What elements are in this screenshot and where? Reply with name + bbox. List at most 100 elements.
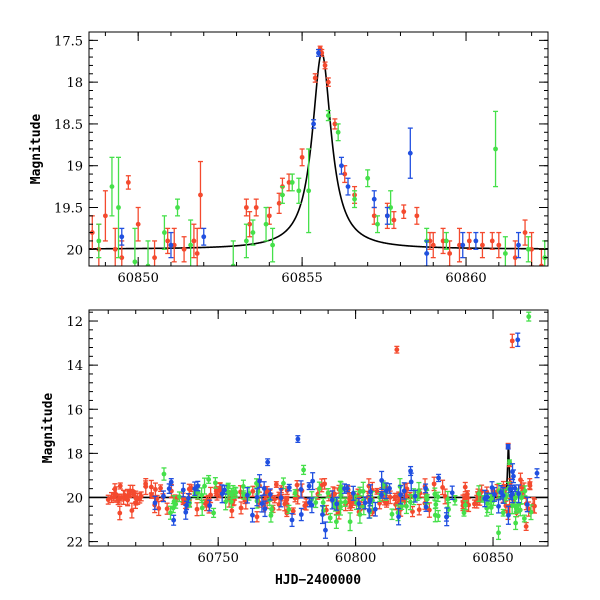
data-point-blue bbox=[509, 491, 515, 497]
data-point-green bbox=[476, 491, 482, 497]
data-point-green bbox=[320, 508, 326, 514]
data-point-red bbox=[149, 493, 155, 498]
data-point-green bbox=[389, 511, 395, 517]
data-point-green bbox=[241, 492, 247, 498]
data-point-blue bbox=[383, 488, 389, 494]
data-point-red bbox=[102, 213, 108, 219]
data-point-blue bbox=[250, 512, 255, 518]
data-point-green bbox=[161, 471, 167, 477]
data-point-green bbox=[424, 496, 430, 502]
data-point-red bbox=[377, 500, 382, 506]
data-point-blue bbox=[496, 503, 501, 509]
data-point-green bbox=[211, 510, 217, 516]
data-point-red bbox=[430, 242, 436, 248]
data-point-blue bbox=[498, 489, 504, 495]
data-point-green bbox=[502, 251, 508, 256]
data-point-green bbox=[526, 314, 532, 320]
data-point-blue bbox=[298, 487, 304, 492]
data-point-blue bbox=[320, 512, 325, 518]
data-point-red bbox=[294, 482, 300, 488]
top-axis-ticks: 60850 60855 60860 17.5 18 18.5 19 19.5 20 bbox=[54, 31, 548, 286]
data-point-blue bbox=[396, 514, 402, 520]
bottom-data-points bbox=[105, 311, 540, 541]
data-point-blue bbox=[407, 150, 413, 156]
top-model-curve bbox=[89, 52, 548, 250]
bottom-axis-ticks: 60750 60800 60850 12 14 16 18 20 22 bbox=[66, 310, 549, 566]
data-point-red bbox=[489, 238, 495, 244]
data-point-green bbox=[109, 184, 115, 190]
data-point-red bbox=[392, 494, 398, 500]
data-point-green bbox=[162, 230, 167, 235]
data-point-red bbox=[238, 505, 244, 511]
data-point-red bbox=[112, 246, 118, 252]
data-point-red bbox=[509, 338, 515, 344]
data-point-blue bbox=[379, 492, 384, 498]
data-point-red bbox=[119, 255, 125, 261]
bottom-plot-frame bbox=[88, 309, 549, 547]
data-point-green bbox=[496, 530, 501, 536]
data-point-green bbox=[233, 490, 239, 496]
data-point-red bbox=[414, 213, 420, 219]
data-point-red bbox=[518, 477, 523, 483]
data-point-green bbox=[280, 192, 285, 198]
data-point-blue bbox=[408, 479, 414, 485]
data-point-green bbox=[433, 502, 439, 507]
data-point-green bbox=[313, 500, 319, 505]
data-point-blue bbox=[334, 501, 340, 507]
data-point-blue bbox=[515, 337, 521, 343]
y-tick-label: 16 bbox=[66, 403, 83, 418]
data-point-blue bbox=[201, 234, 207, 240]
data-point-red bbox=[266, 213, 272, 219]
data-point-red bbox=[512, 255, 518, 261]
data-point-blue bbox=[516, 242, 521, 248]
y-tick-label: 18 bbox=[66, 447, 83, 462]
data-point-green bbox=[462, 502, 468, 508]
data-point-blue bbox=[344, 485, 350, 491]
data-point-green bbox=[407, 499, 413, 505]
y-tick-label: 18.5 bbox=[54, 118, 83, 133]
data-point-red bbox=[325, 79, 331, 85]
data-point-red bbox=[394, 347, 400, 353]
data-point-red bbox=[130, 488, 136, 494]
data-point-blue bbox=[311, 121, 316, 127]
data-point-green bbox=[443, 238, 449, 244]
data-point-green bbox=[375, 221, 380, 227]
data-point-red bbox=[133, 495, 139, 501]
data-point-red bbox=[250, 488, 256, 494]
data-point-red bbox=[523, 524, 529, 529]
data-point-blue bbox=[265, 459, 271, 465]
data-point-green bbox=[461, 510, 467, 516]
data-point-green bbox=[500, 510, 506, 516]
data-point-blue bbox=[524, 502, 530, 507]
data-point-red bbox=[165, 238, 171, 244]
data-point-blue bbox=[171, 517, 177, 523]
data-point-green bbox=[230, 263, 236, 266]
data-point-blue bbox=[262, 506, 268, 512]
data-point-blue bbox=[510, 469, 515, 475]
data-point-red bbox=[152, 255, 157, 261]
data-point-blue bbox=[412, 493, 418, 499]
data-point-blue bbox=[261, 485, 267, 491]
data-point-blue bbox=[460, 242, 466, 248]
data-point-blue bbox=[444, 514, 450, 520]
data-point-green bbox=[342, 499, 348, 505]
data-point-blue bbox=[180, 487, 186, 493]
data-point-red bbox=[117, 483, 123, 489]
data-point-green bbox=[132, 259, 138, 265]
y-tick-label: 14 bbox=[66, 359, 83, 374]
data-point-blue bbox=[339, 163, 344, 169]
data-point-red bbox=[129, 508, 135, 513]
data-point-blue bbox=[306, 483, 312, 489]
data-point-blue bbox=[424, 251, 430, 256]
data-point-green bbox=[493, 146, 498, 152]
data-point-blue bbox=[449, 490, 455, 496]
panel-zoomed-light-curve: 60850 60855 60860 17.5 18 18.5 19 19.5 20 Magnit… bbox=[29, 31, 549, 286]
data-point-blue bbox=[350, 490, 356, 496]
data-point-red bbox=[164, 506, 170, 512]
data-point-red bbox=[253, 205, 259, 210]
data-point-red bbox=[247, 221, 253, 227]
bottom-x-axis-title: HJD−2400000 bbox=[275, 573, 361, 588]
data-point-green bbox=[281, 480, 286, 486]
x-tick-label: 60850 bbox=[472, 551, 513, 566]
data-point-red bbox=[181, 246, 187, 252]
